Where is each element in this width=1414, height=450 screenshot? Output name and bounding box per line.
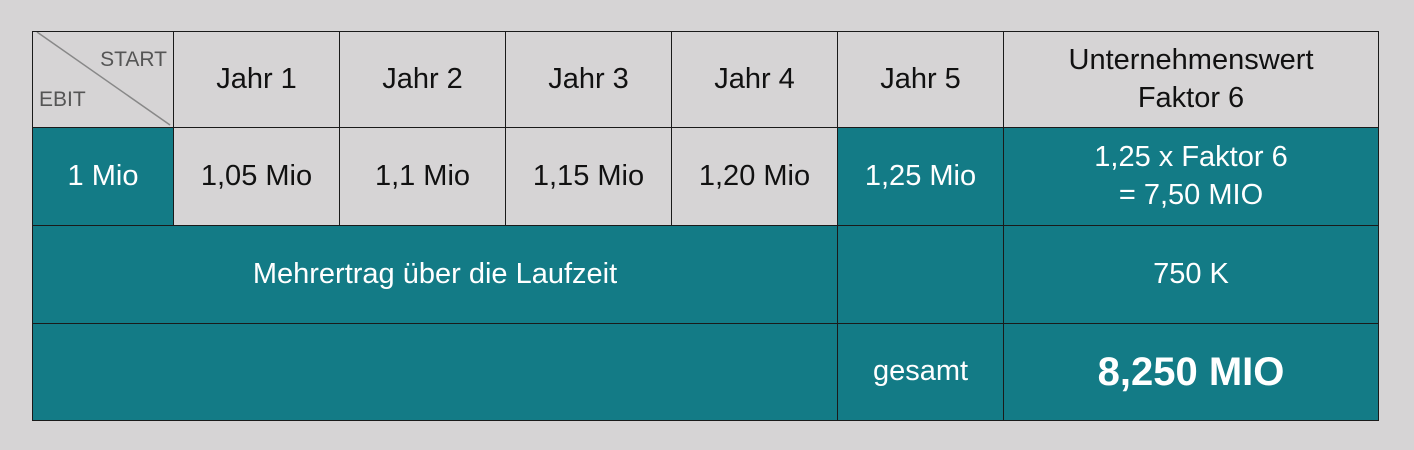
ebit-table: START EBIT Jahr 1 Jahr 2 Jahr 3 Jahr 4 J… bbox=[32, 31, 1379, 421]
total-value: 8,250 MIO bbox=[1003, 323, 1379, 421]
corner-start-label: START bbox=[100, 48, 167, 71]
ebit-value-line1: 1,25 x Faktor 6 bbox=[1094, 140, 1288, 173]
header-year-5: Jahr 5 bbox=[837, 31, 1004, 128]
extra-empty bbox=[837, 225, 1004, 324]
ebit-year-4: 1,20 Mio bbox=[671, 127, 838, 226]
total-empty bbox=[32, 323, 838, 421]
ebit-value-line2: = 7,50 MIO bbox=[1118, 178, 1264, 211]
total-label: gesamt bbox=[837, 323, 1004, 421]
header-year-2: Jahr 2 bbox=[339, 31, 506, 128]
corner-cell: START EBIT bbox=[32, 31, 174, 128]
header-value: Unternehmenswert Faktor 6 bbox=[1003, 31, 1379, 128]
corner-ebit-label: EBIT bbox=[39, 88, 86, 111]
ebit-year-3: 1,15 Mio bbox=[505, 127, 672, 226]
header-value-line2: Faktor 6 bbox=[1137, 81, 1245, 114]
header-year-3: Jahr 3 bbox=[505, 31, 672, 128]
ebit-value: 1,25 x Faktor 6 = 7,50 MIO bbox=[1003, 127, 1379, 226]
header-value-line1: Unternehmenswert bbox=[1068, 43, 1314, 76]
ebit-row: 1 Mio 1,05 Mio 1,1 Mio 1,15 Mio 1,20 Mio… bbox=[32, 127, 1379, 226]
diagonal-divider bbox=[36, 32, 171, 126]
extra-row: Mehrertrag über die Laufzeit 750 K bbox=[32, 225, 1379, 324]
extra-value: 750 K bbox=[1003, 225, 1379, 324]
extra-label: Mehrertrag über die Laufzeit bbox=[32, 225, 838, 324]
header-year-1: Jahr 1 bbox=[173, 31, 340, 128]
header-row: START EBIT Jahr 1 Jahr 2 Jahr 3 Jahr 4 J… bbox=[32, 31, 1379, 128]
ebit-start: 1 Mio bbox=[32, 127, 174, 226]
total-row: gesamt 8,250 MIO bbox=[32, 323, 1379, 421]
ebit-year-1: 1,05 Mio bbox=[173, 127, 340, 226]
header-year-4: Jahr 4 bbox=[671, 31, 838, 128]
ebit-year-2: 1,1 Mio bbox=[339, 127, 506, 226]
ebit-year-5: 1,25 Mio bbox=[837, 127, 1004, 226]
